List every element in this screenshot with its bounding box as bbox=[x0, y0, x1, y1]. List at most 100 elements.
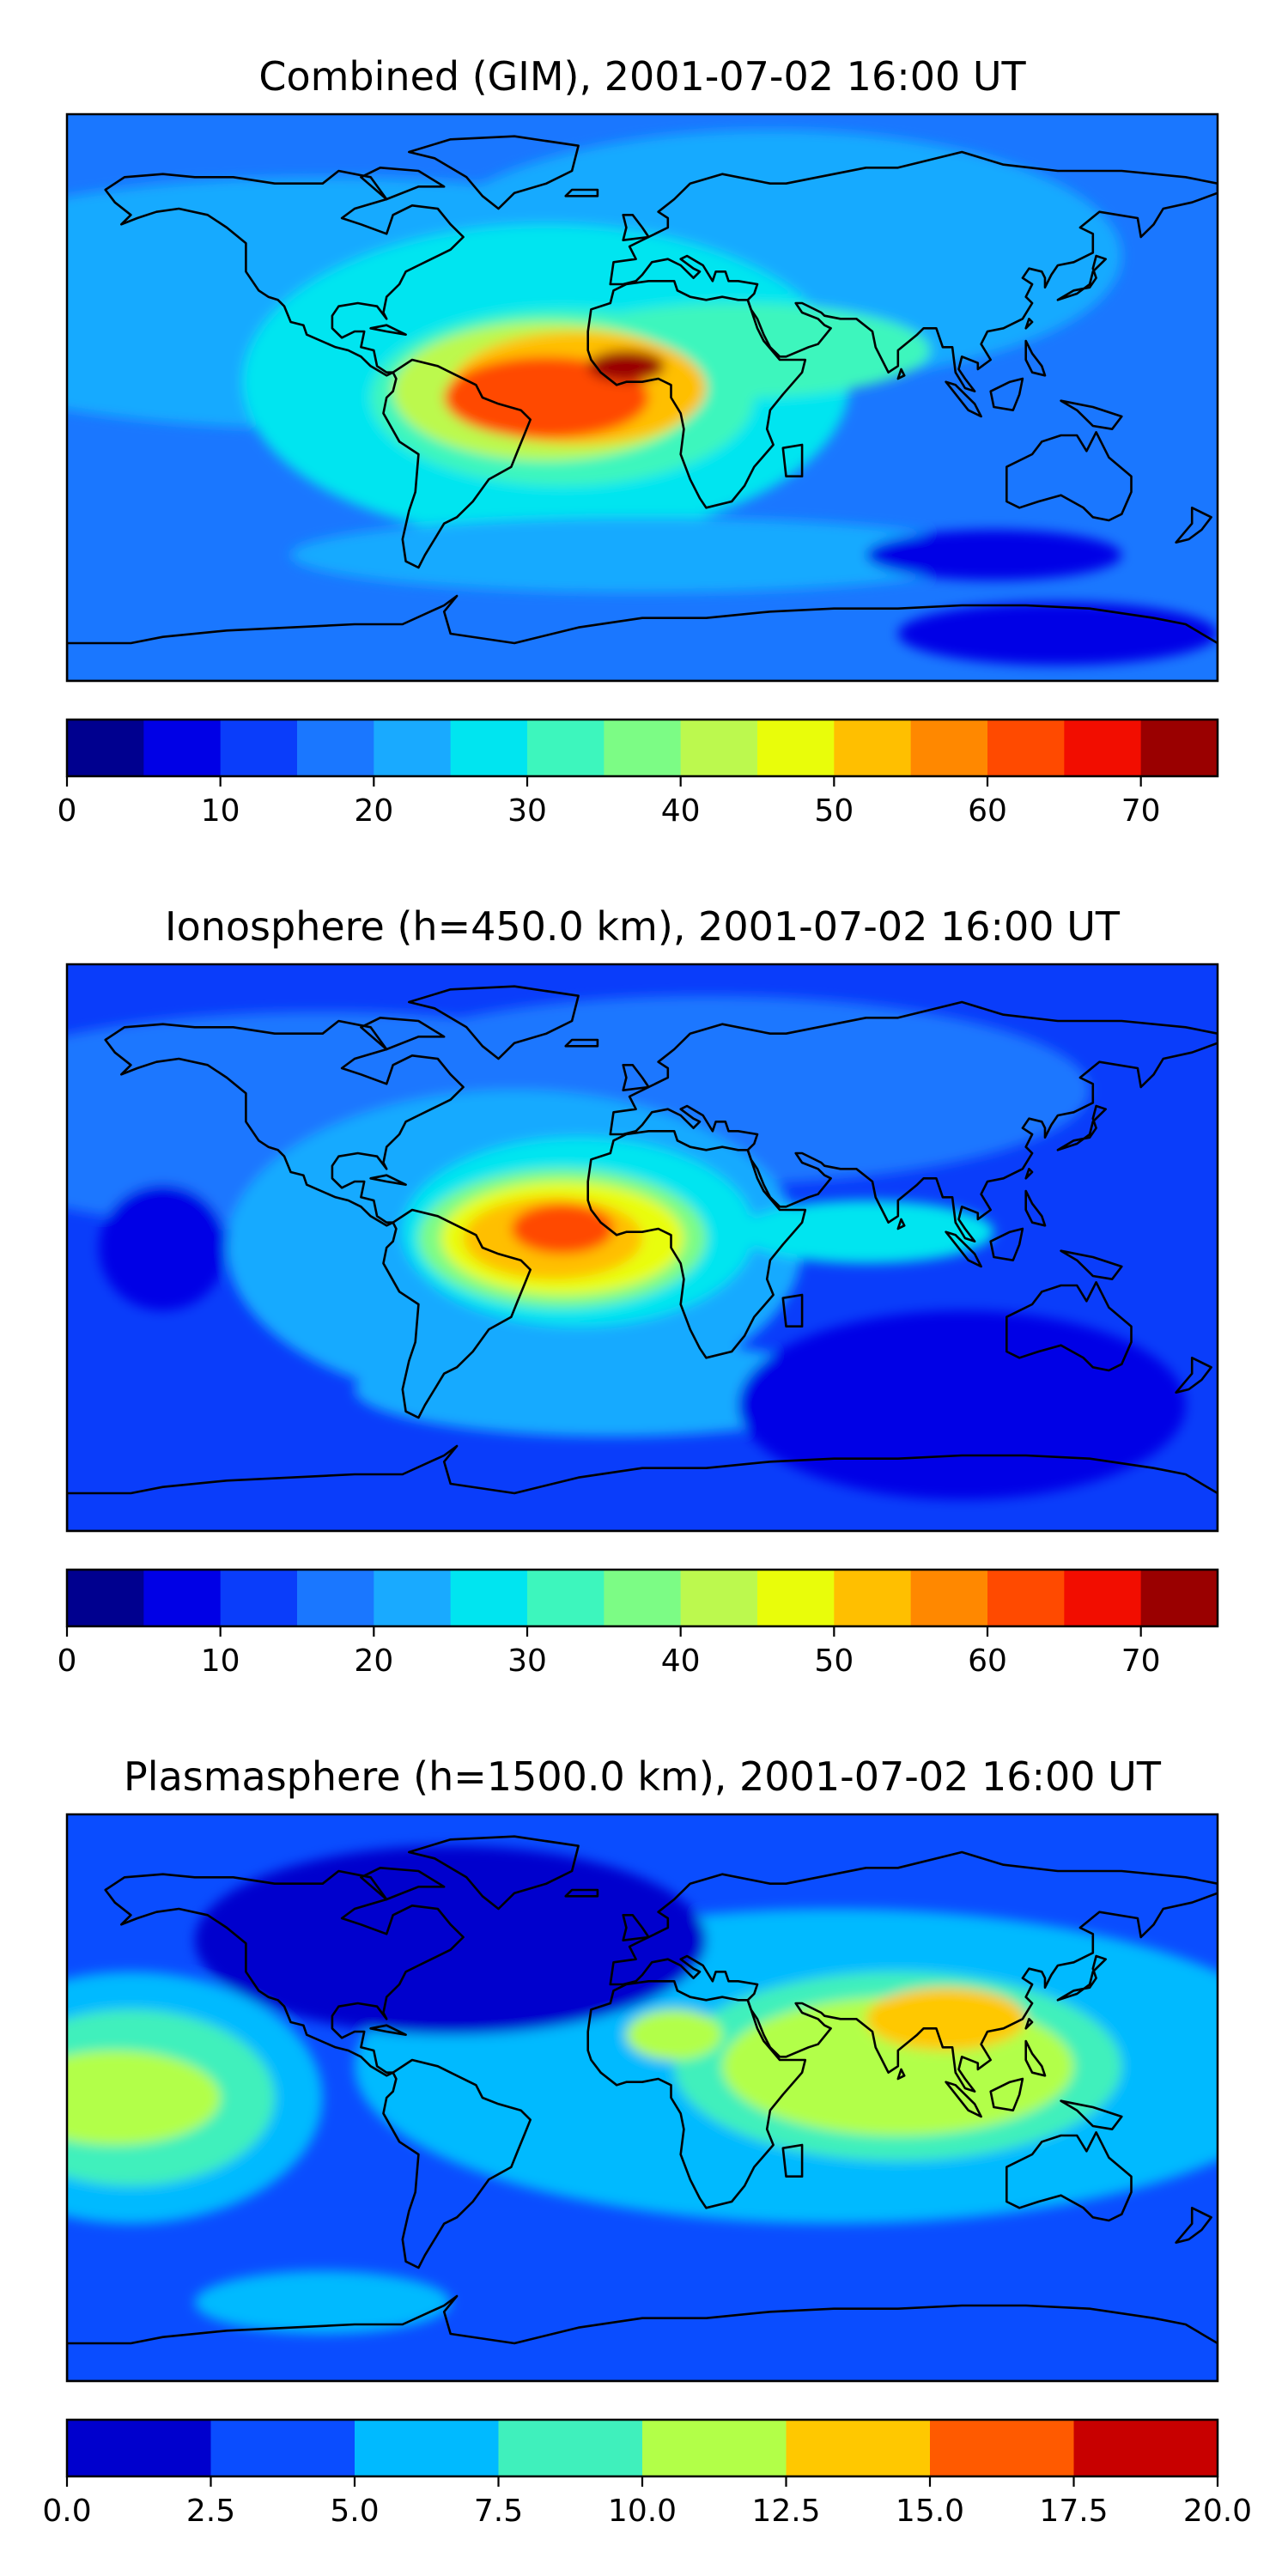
coastline-taiwan bbox=[1024, 317, 1034, 330]
colorbar-tick-label: 0.0 bbox=[42, 2494, 91, 2529]
colorbar-segment bbox=[374, 1570, 452, 1626]
panel-title: Plasmasphere (h=1500.0 km), 2001-07-02 1… bbox=[124, 1753, 1162, 1800]
coastline-iceland bbox=[564, 1888, 599, 1898]
colorbar-tick-label: 20 bbox=[354, 793, 393, 829]
coastline-taiwan bbox=[1024, 2018, 1034, 2030]
colorbar-tick-label: 30 bbox=[507, 793, 547, 829]
coastline-uk bbox=[622, 1064, 650, 1091]
coastline-south-america bbox=[382, 358, 532, 569]
colorbar-tick-label: 10 bbox=[201, 793, 240, 829]
colorbar: 0.0 2.5 5.0 7.5 10.0 12.5 15.0 17.5 20.0 bbox=[42, 2418, 1252, 2529]
colorbar-segment bbox=[527, 1570, 605, 1626]
colorbar-segment bbox=[604, 720, 682, 776]
coastline-philippines bbox=[1024, 1189, 1047, 1227]
colorbar-tick-label: 2.5 bbox=[186, 2494, 235, 2529]
colorbar-segment bbox=[220, 1570, 298, 1626]
coastline-greenland bbox=[407, 1835, 580, 1911]
tec-level-region bbox=[897, 602, 1218, 665]
coastline-cuba bbox=[369, 324, 407, 337]
colorbar-segment bbox=[680, 720, 758, 776]
tec-level-region bbox=[866, 530, 1122, 580]
colorbar-segment bbox=[930, 2420, 1074, 2476]
tec-level-region bbox=[626, 2009, 723, 2061]
coastlines bbox=[67, 985, 1218, 1531]
colorbar: 0 10 20 30 40 50 60 70 bbox=[58, 1568, 1219, 1679]
coastline-new-zealand bbox=[1175, 506, 1212, 544]
colorbar-tick-label: 20 bbox=[354, 1643, 393, 1679]
map-area bbox=[67, 964, 1218, 1531]
colorbar-tick-label: 12.5 bbox=[751, 2494, 820, 2529]
coastline-sumatra bbox=[945, 2081, 982, 2118]
colorbar-tick-label: 50 bbox=[814, 1643, 854, 1679]
colorbar-segment bbox=[67, 720, 144, 776]
coastline-north-america bbox=[104, 1869, 465, 2077]
tec-field bbox=[67, 114, 1218, 681]
colorbar-tick-label: 7.5 bbox=[474, 2494, 523, 2529]
coastline-taiwan bbox=[1024, 1168, 1034, 1180]
coastline-new-zealand bbox=[1175, 1357, 1212, 1394]
colorbar-segment bbox=[604, 1570, 682, 1626]
coastline-iceland bbox=[564, 1038, 599, 1048]
coastline-new-zealand bbox=[1175, 2207, 1212, 2244]
coastline-japan bbox=[1056, 1104, 1107, 1151]
map-area bbox=[67, 114, 1218, 681]
colorbar-segment bbox=[355, 2420, 499, 2476]
colorbar-tick-label: 60 bbox=[968, 793, 1007, 829]
panel-title: Combined (GIM), 2001-07-02 16:00 UT bbox=[258, 53, 1026, 100]
coastline-philippines bbox=[1024, 339, 1047, 377]
colorbar-tick-label: 10.0 bbox=[608, 2494, 677, 2529]
tec-level-region bbox=[355, 1342, 866, 1437]
colorbar-tick-label: 60 bbox=[968, 1643, 1007, 1679]
colorbar-tick-label: 70 bbox=[1121, 793, 1161, 829]
colorbar-segment bbox=[910, 1570, 988, 1626]
tec-field bbox=[67, 964, 1218, 1531]
colorbar-segment bbox=[450, 1570, 528, 1626]
coastline-south-america bbox=[382, 2058, 532, 2269]
coastline-sri-lanka bbox=[896, 368, 906, 380]
map-frame bbox=[65, 1813, 1219, 2383]
colorbar-segment bbox=[67, 2420, 211, 2476]
coastline-sri-lanka bbox=[896, 2068, 906, 2081]
coastline-borneo bbox=[989, 1227, 1024, 1261]
colorbar-segment bbox=[498, 2420, 643, 2476]
colorbar-segment bbox=[987, 720, 1065, 776]
tec-level-region bbox=[866, 1987, 1026, 2050]
colorbar-segment bbox=[297, 1570, 374, 1626]
coastline-north-america bbox=[104, 1019, 465, 1227]
panel-ionosphere: Ionosphere (h=450.0 km), 2001-07-02 16:0… bbox=[58, 903, 1219, 1679]
panel-combined: Combined (GIM), 2001-07-02 16:00 UT 0 10 2… bbox=[58, 53, 1219, 829]
colorbar-tick-label: 30 bbox=[507, 1643, 547, 1679]
colorbar-tick-label: 17.5 bbox=[1039, 2494, 1108, 2529]
coastline-antarctica bbox=[67, 2294, 1218, 2381]
coastline-philippines bbox=[1024, 2039, 1047, 2077]
colorbar-segment bbox=[374, 720, 452, 776]
coastline-baffin bbox=[360, 167, 446, 201]
coastlines bbox=[67, 1835, 1218, 2381]
tec-level-region bbox=[738, 1310, 1186, 1500]
tec-level-region bbox=[444, 356, 649, 439]
colorbar-segment bbox=[1064, 1570, 1142, 1626]
tec-level-region bbox=[67, 2050, 221, 2145]
colorbar-segment bbox=[1064, 720, 1142, 776]
coastline-eurasia bbox=[609, 150, 1218, 393]
coastline-north-america bbox=[104, 169, 465, 377]
colorbar-segment bbox=[143, 720, 222, 776]
coastline-greenland bbox=[407, 135, 580, 210]
colorbar-tick-label: 50 bbox=[814, 793, 854, 829]
coastline-sumatra bbox=[945, 1230, 982, 1268]
colorbar-tick-label: 0 bbox=[58, 1643, 77, 1679]
coastline-new-guinea bbox=[1060, 399, 1123, 431]
coastline-eurasia bbox=[609, 1850, 1218, 2093]
coastline-madagascar bbox=[781, 443, 804, 478]
coastline-africa bbox=[586, 279, 807, 509]
tec-level-region bbox=[511, 1203, 614, 1255]
tec-level-region bbox=[194, 2270, 451, 2334]
coastline-australia bbox=[1005, 430, 1133, 522]
colorbar-segment bbox=[1140, 1570, 1218, 1626]
colorbar-segment bbox=[987, 1570, 1065, 1626]
coastline-cuba bbox=[369, 2024, 407, 2036]
coastlines bbox=[67, 135, 1218, 681]
tec-level-region bbox=[290, 517, 994, 593]
coastline-australia bbox=[1005, 2131, 1133, 2222]
